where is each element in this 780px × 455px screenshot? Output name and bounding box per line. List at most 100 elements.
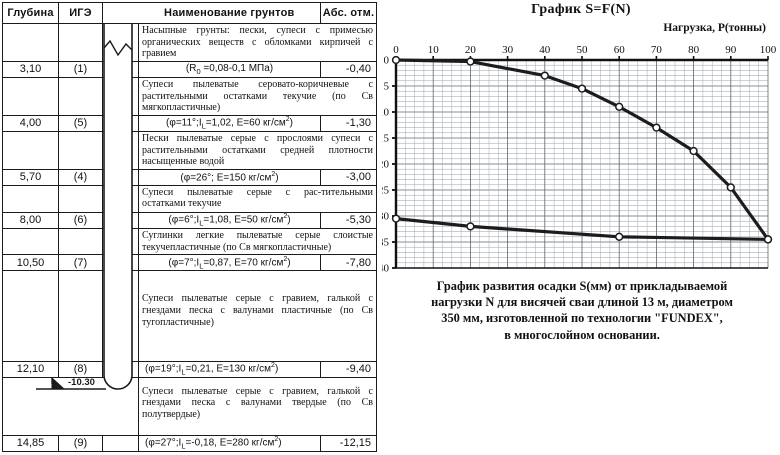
ige-cell-empty xyxy=(58,270,103,362)
table-row: 8,00 (6) (φ=6°;IL=1,08, E=50 кг/см2) -5,… xyxy=(2,211,377,230)
table-row: Суглинки легкие пылеватые серые слоистые… xyxy=(2,227,377,256)
table-row: 4,00 (5) (φ=11°;IL=1,02, E=60 кг/см2) -1… xyxy=(2,114,377,132)
table-row: Насыпные грунты: пески, супеси с примесь… xyxy=(2,23,377,62)
header-soil-name: Наименование грунтов xyxy=(138,1,321,25)
svg-text:60: 60 xyxy=(614,44,626,56)
table-row: Пески пылеватые серые с прослоями супеси… xyxy=(2,130,377,170)
table-row: 3,10 (1) (R0 =0,08-0,1 МПа) -0,40 xyxy=(2,60,377,79)
depth-value: 4,00 xyxy=(2,114,59,132)
soil-description: Суглинки легкие пылеватые серые слоистые… xyxy=(138,227,377,256)
ige-cell-empty xyxy=(58,130,103,170)
soil-params: (φ=6°;IL=1,08, E=50 кг/см2) xyxy=(138,211,321,230)
svg-text:10: 10 xyxy=(382,107,390,119)
pile-cell xyxy=(102,360,139,378)
svg-text:35: 35 xyxy=(382,237,390,249)
header-depth: Глубина xyxy=(2,1,59,25)
soil-params: (R0 =0,08-0,1 МПа) xyxy=(138,60,321,79)
pile-cell xyxy=(102,114,139,132)
svg-text:10: 10 xyxy=(428,44,440,56)
table-header-row: Глубина ИГЭ Наименование грунтов Абс. от… xyxy=(2,1,377,25)
depth-value: 10,50 xyxy=(2,254,59,272)
ige-value: (9) xyxy=(58,434,103,453)
ige-value: (5) xyxy=(58,114,103,132)
svg-text:40: 40 xyxy=(539,44,551,56)
depth-value: 3,10 xyxy=(2,60,59,79)
abs-elevation-value: -1,30 xyxy=(320,114,377,132)
soil-params: (φ=7°;IL=0,87, E=70 кг/см2) xyxy=(138,254,321,272)
svg-text:90: 90 xyxy=(725,44,737,56)
plot-area: 0 10 20 30 40 50 60 70 80 90 100 0 5 10 15 20 25 30 35 40 xyxy=(378,38,780,276)
ige-value: (4) xyxy=(58,168,103,186)
abs-elevation-value: -0,40 xyxy=(320,60,377,79)
pile-cell xyxy=(102,184,139,213)
pile-cell xyxy=(102,270,139,362)
pile-cell xyxy=(102,77,139,116)
svg-text:80: 80 xyxy=(688,44,700,56)
depth-value: 12,10 xyxy=(2,360,59,378)
abs-elevation-value: -9,40 xyxy=(320,360,377,378)
ige-value: (8) xyxy=(58,360,103,378)
x-axis-label: Нагрузка, Р(тонны) xyxy=(663,22,766,34)
pile-cell xyxy=(102,227,139,256)
soil-description: Пески пылеватые серые с прослоями супеси… xyxy=(138,130,377,170)
depth-value: 5,70 xyxy=(2,168,59,186)
soil-description: Насыпные грунты: пески, супеси с примесь… xyxy=(138,23,377,62)
depth-cell-empty xyxy=(2,270,59,362)
chart-caption: График развития осадки S(мм) от приклады… xyxy=(394,278,770,343)
svg-text:30: 30 xyxy=(382,211,390,223)
depth-cell-empty xyxy=(2,184,59,213)
table-row: Супеси пылеватые серые с гравием, галько… xyxy=(2,376,377,436)
soil-params: (φ=27°;IL=-0,18, E=280 кг/см2) xyxy=(138,434,321,453)
header-ige: ИГЭ xyxy=(58,1,103,25)
svg-text:20: 20 xyxy=(382,159,390,171)
depth-cell-empty xyxy=(2,227,59,256)
pile-cell xyxy=(102,23,139,62)
table-row: Супеси пылеватые серовато-коричневые с р… xyxy=(2,77,377,116)
depth-cell-empty xyxy=(2,23,59,62)
water-table-cell xyxy=(2,376,139,436)
chart-title: График S=F(N) xyxy=(531,2,631,17)
table-row: Супеси пылеватые серые с рас-тительными … xyxy=(2,184,377,213)
svg-text:70: 70 xyxy=(651,44,663,56)
pile-cell xyxy=(102,434,139,453)
table-row: Супеси пылеватые серые с гравием, галько… xyxy=(2,270,377,362)
soil-params: (φ=26°; E=150 кг/см2) xyxy=(138,168,321,186)
caption-line: График развития осадки S(мм) от приклады… xyxy=(436,279,728,293)
depth-value: 14,85 xyxy=(2,434,59,453)
svg-text:50: 50 xyxy=(577,44,589,56)
table-row: 14,85 (9) (φ=27°;IL=-0,18, E=280 кг/см2)… xyxy=(2,434,377,453)
ige-value: (1) xyxy=(58,60,103,79)
caption-line: в многослойном основании. xyxy=(504,327,660,342)
svg-text:100: 100 xyxy=(760,44,777,56)
ige-value: (7) xyxy=(58,254,103,272)
svg-text:0: 0 xyxy=(384,55,390,67)
svg-text:0: 0 xyxy=(393,44,399,56)
pile-cell xyxy=(102,130,139,170)
svg-text:40: 40 xyxy=(382,263,390,275)
geological-table: Глубина ИГЭ Наименование грунтов Абс. от… xyxy=(2,1,377,453)
table-row: 10,50 (7) (φ=7°;IL=0,87, E=70 кг/см2) -7… xyxy=(2,254,377,272)
header-abs-elevation: Абс. отм. xyxy=(320,1,377,25)
geological-column-panel: Глубина ИГЭ Наименование грунтов Абс. от… xyxy=(0,0,380,455)
table-row: 12,10 (8) (φ=19°;IL=0,21, E=130 кг/см2) … xyxy=(2,360,377,378)
soil-description: Супеси пылеватые серые с гравием, галько… xyxy=(138,376,377,436)
svg-text:15: 15 xyxy=(382,133,390,145)
ige-value: (6) xyxy=(58,211,103,230)
ige-cell-empty xyxy=(58,77,103,116)
pile-cell xyxy=(102,254,139,272)
caption-line: нагрузки N для висячей сваи длиной 13 м,… xyxy=(431,295,733,310)
depth-cell-empty xyxy=(2,130,59,170)
svg-text:5: 5 xyxy=(384,81,390,93)
table-row: 5,70 (4) (φ=26°; E=150 кг/см2) -3,00 xyxy=(2,168,377,186)
svg-text:25: 25 xyxy=(382,185,390,197)
caption-line: 350 мм, изготовленной по технологии "FUN… xyxy=(441,311,723,326)
abs-elevation-value: -3,00 xyxy=(320,168,377,186)
soil-description: Супеси пылеватые серые с рас-тительными … xyxy=(138,184,377,213)
soil-description: Супеси пылеватые серовато-коричневые с р… xyxy=(138,77,377,116)
pile-cell xyxy=(102,168,139,186)
abs-elevation-value: -5,30 xyxy=(320,211,377,230)
depth-value: 8,00 xyxy=(2,211,59,230)
soil-description: Супеси пылеватые серые с гравием, галько… xyxy=(138,270,377,362)
chart-panel: График S=F(N) Нагрузка, Р(тонны) 0 10 20 30… xyxy=(378,0,780,455)
